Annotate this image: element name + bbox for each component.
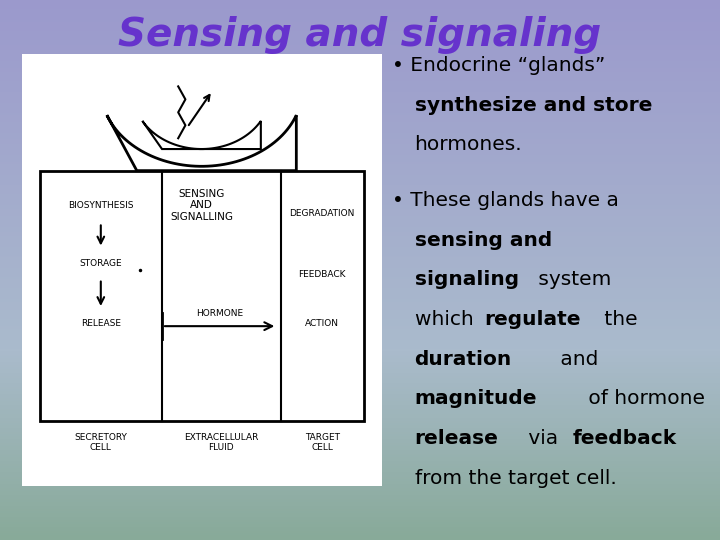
Text: • These glands have a: • These glands have a [392, 191, 619, 210]
Text: magnitude: magnitude [415, 389, 537, 408]
Text: • Endocrine “glands”: • Endocrine “glands” [392, 56, 606, 75]
FancyBboxPatch shape [22, 54, 382, 486]
FancyBboxPatch shape [40, 171, 364, 421]
Text: HORMONE: HORMONE [196, 309, 243, 318]
Polygon shape [107, 115, 297, 171]
Text: which: which [415, 310, 486, 329]
Text: STORAGE: STORAGE [79, 259, 122, 268]
Text: signaling: signaling [415, 270, 518, 289]
Text: TARGET
CELL: TARGET CELL [305, 433, 340, 453]
Text: of hormone: of hormone [582, 389, 706, 408]
Polygon shape [143, 121, 261, 149]
Text: FEEDBACK: FEEDBACK [299, 270, 346, 279]
Text: the: the [598, 310, 638, 329]
Text: DEGRADATION: DEGRADATION [289, 210, 355, 218]
Text: synthesize and store: synthesize and store [415, 96, 652, 114]
Text: RELEASE: RELEASE [81, 320, 121, 328]
Text: regulate: regulate [485, 310, 581, 329]
Text: system: system [532, 270, 611, 289]
Text: duration: duration [415, 349, 512, 369]
Text: SECRETORY
CELL: SECRETORY CELL [74, 433, 127, 453]
Text: from the target cell.: from the target cell. [415, 469, 616, 488]
Text: sensing and: sensing and [415, 231, 552, 249]
Text: Sensing and signaling: Sensing and signaling [118, 16, 602, 54]
Text: BIOSYNTHESIS: BIOSYNTHESIS [68, 201, 133, 210]
Text: hormones.: hormones. [415, 136, 522, 154]
Text: feedback: feedback [573, 429, 677, 448]
Text: release: release [415, 429, 498, 448]
Text: ACTION: ACTION [305, 320, 339, 328]
Text: SENSING
AND
SIGNALLING: SENSING AND SIGNALLING [170, 188, 233, 222]
Text: and: and [554, 349, 598, 369]
Text: EXTRACELLULAR
FLUID: EXTRACELLULAR FLUID [184, 433, 258, 453]
Text: via: via [522, 429, 564, 448]
